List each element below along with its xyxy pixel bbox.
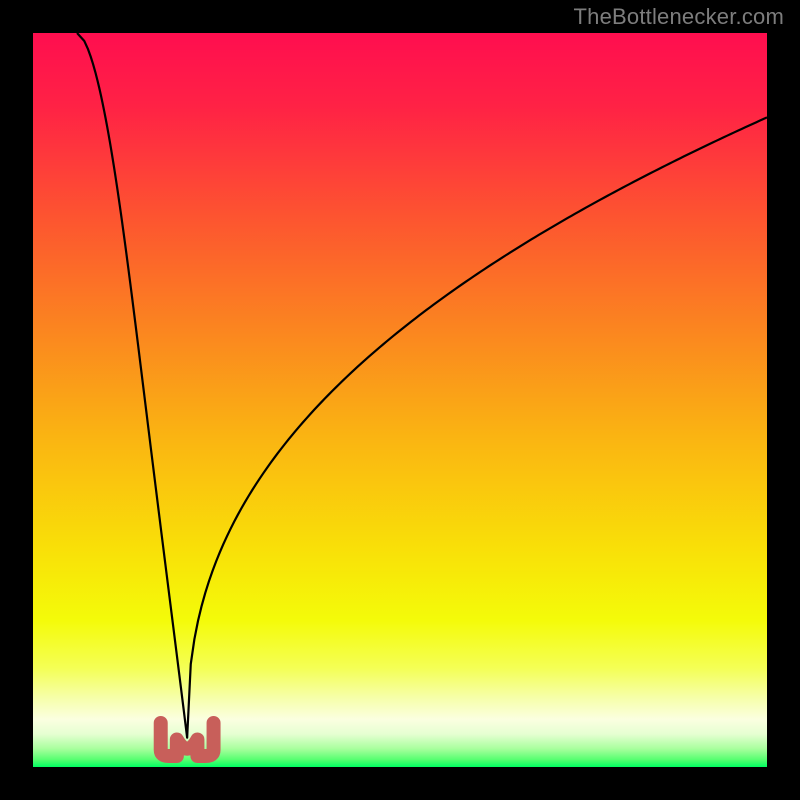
chart-stage: TheBottlenecker.com <box>0 0 800 800</box>
watermark-text: TheBottlenecker.com <box>574 4 784 30</box>
heat-gradient-area <box>33 33 767 767</box>
bottleneck-chart <box>0 0 800 800</box>
